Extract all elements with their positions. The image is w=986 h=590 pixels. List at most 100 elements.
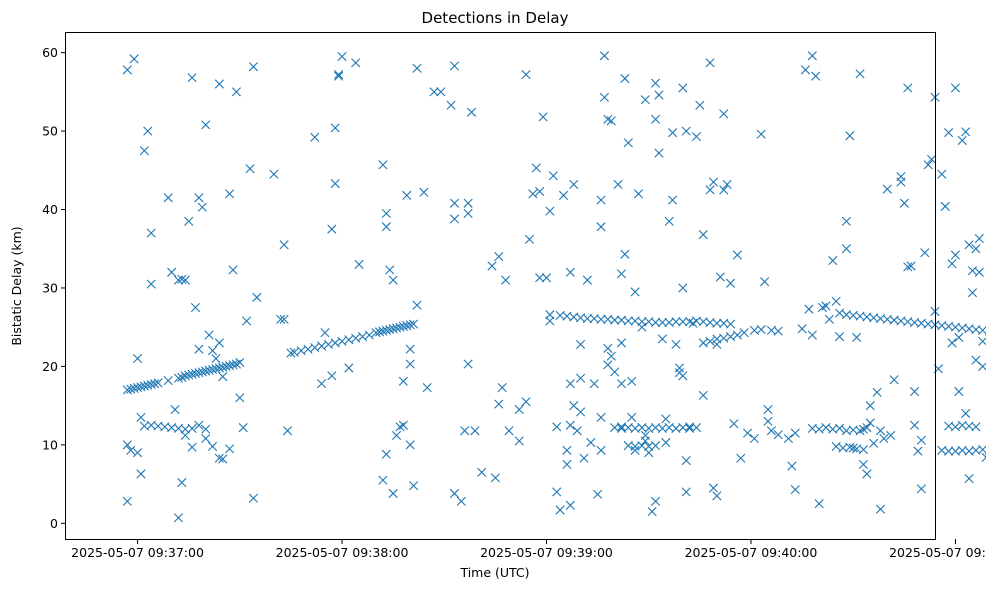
data-point xyxy=(923,160,933,170)
data-point xyxy=(456,496,466,506)
data-point xyxy=(122,65,132,75)
data-point xyxy=(719,109,729,119)
data-point xyxy=(364,330,374,340)
data-point xyxy=(954,386,964,397)
data-point xyxy=(337,51,347,62)
data-point xyxy=(187,442,197,452)
data-point xyxy=(756,129,766,139)
data-point xyxy=(872,387,882,397)
data-point xyxy=(858,459,869,470)
data-point xyxy=(978,444,986,455)
data-point xyxy=(218,454,228,464)
data-point xyxy=(964,240,974,250)
data-point xyxy=(565,267,575,277)
data-point xyxy=(252,292,262,302)
data-point xyxy=(402,190,412,200)
data-point xyxy=(494,251,504,262)
data-point xyxy=(163,375,173,386)
data-point xyxy=(558,190,569,200)
data-point xyxy=(136,412,146,422)
data-point xyxy=(944,446,954,456)
data-point xyxy=(705,58,715,68)
data-point xyxy=(787,461,797,471)
data-point xyxy=(913,446,923,456)
data-point xyxy=(589,379,599,389)
data-point xyxy=(521,69,531,80)
data-point xyxy=(129,54,139,64)
data-point xyxy=(180,430,190,441)
data-point xyxy=(964,474,974,484)
data-point xyxy=(538,112,548,122)
data-point xyxy=(344,363,354,373)
data-point xyxy=(388,488,398,499)
data-point xyxy=(927,154,937,164)
data-point xyxy=(565,420,575,430)
data-point xyxy=(173,373,184,383)
data-point xyxy=(804,304,814,314)
data-point xyxy=(705,336,715,346)
data-point xyxy=(978,361,986,371)
data-point xyxy=(143,126,153,136)
data-point xyxy=(668,195,678,205)
data-point xyxy=(548,171,558,181)
data-point xyxy=(705,185,715,195)
data-point xyxy=(490,473,500,483)
data-point xyxy=(552,487,562,497)
data-point xyxy=(405,344,415,354)
data-point xyxy=(903,83,913,93)
data-point xyxy=(122,440,132,450)
data-point xyxy=(647,506,657,517)
data-point xyxy=(579,453,589,463)
data-point xyxy=(841,216,851,226)
data-point xyxy=(419,187,429,197)
data-point xyxy=(773,430,783,440)
data-point xyxy=(760,277,770,287)
data-point xyxy=(201,424,211,434)
data-point xyxy=(409,481,419,491)
data-point xyxy=(327,371,337,381)
data-point xyxy=(957,135,967,146)
data-point xyxy=(978,325,986,335)
data-point xyxy=(378,475,388,485)
data-point xyxy=(606,351,616,361)
data-point xyxy=(330,123,340,133)
y-axis: 0 10 20 30 40 50 60 xyxy=(42,45,66,531)
data-point xyxy=(197,202,207,212)
data-point xyxy=(146,279,156,289)
data-point xyxy=(790,484,800,495)
data-point xyxy=(224,189,235,199)
data-point xyxy=(575,339,586,350)
data-point xyxy=(725,278,736,288)
data-point xyxy=(599,92,610,102)
data-point xyxy=(967,288,978,298)
data-point xyxy=(545,316,555,326)
data-point xyxy=(865,418,875,428)
data-point xyxy=(398,376,408,386)
y-tick-label: 60 xyxy=(42,45,58,60)
data-point xyxy=(276,314,286,324)
data-point xyxy=(330,179,340,189)
data-point xyxy=(153,378,163,388)
data-point xyxy=(177,274,187,284)
data-point xyxy=(603,114,613,124)
data-point xyxy=(282,426,293,436)
data-point xyxy=(681,455,691,466)
data-point xyxy=(661,414,671,424)
data-point xyxy=(586,437,596,448)
data-point xyxy=(449,198,460,208)
data-point xyxy=(630,445,640,455)
data-point xyxy=(834,332,845,342)
data-point xyxy=(708,483,719,493)
data-point xyxy=(334,71,344,81)
data-point xyxy=(790,428,800,438)
data-point xyxy=(657,334,667,344)
data-point xyxy=(732,330,742,340)
data-point xyxy=(412,300,422,310)
series-1 xyxy=(122,308,986,395)
data-point xyxy=(449,61,460,71)
data-point xyxy=(545,206,555,216)
data-point xyxy=(920,248,930,258)
data-point xyxy=(616,269,627,279)
data-point xyxy=(889,375,899,385)
